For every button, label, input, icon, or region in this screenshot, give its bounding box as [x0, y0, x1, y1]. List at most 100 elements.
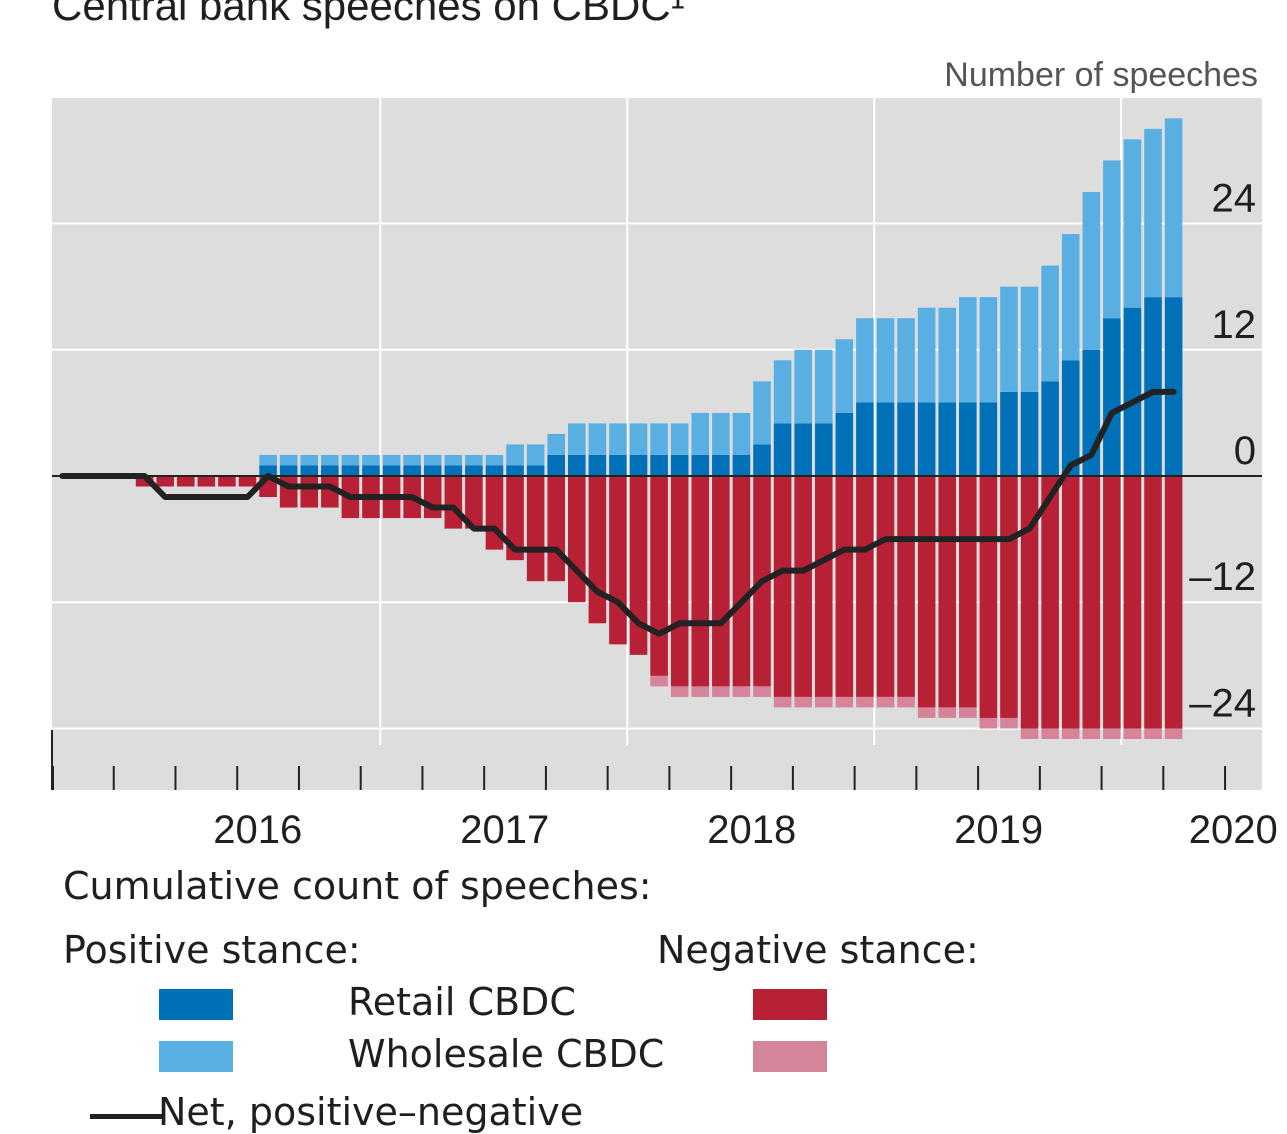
bar-retail-positive [897, 402, 915, 476]
bar-retail-negative [814, 476, 833, 697]
bar-wholesale-positive [1103, 160, 1121, 319]
bar-wholesale-negative [1000, 717, 1018, 729]
bar-retail-negative [156, 476, 174, 487]
y-tick-label: 12 [1212, 303, 1257, 347]
bar-retail-positive [506, 465, 524, 476]
bar-retail-negative [609, 476, 627, 645]
x-tick-label-2017: 2017 [460, 808, 549, 852]
bar-retail-negative [526, 476, 545, 582]
x-tick-label-2018: 2018 [707, 808, 796, 852]
bar-wholesale-positive [938, 307, 957, 403]
bar-wholesale-negative [1082, 728, 1101, 739]
x-axis: 2016 2017 2018 2019 2020 [51, 730, 1278, 852]
bar-retail-positive [876, 402, 895, 476]
bar-retail-negative [650, 476, 668, 676]
bar-retail-positive [835, 412, 854, 476]
legend-label-net: Net, positive–negative [158, 1090, 584, 1134]
bar-retail-positive [547, 454, 565, 476]
bar-retail-positive [712, 454, 730, 476]
bar-retail-negative [794, 476, 812, 697]
bar-retail-negative [444, 476, 463, 529]
bar-wholesale-negative [979, 717, 998, 729]
bar-wholesale-negative [917, 707, 936, 718]
bar-wholesale-positive [1041, 265, 1059, 382]
bar-wholesale-positive [259, 454, 277, 466]
bar-retail-negative [218, 476, 236, 487]
bar-retail-negative [197, 476, 216, 487]
net-line [59, 388, 1177, 637]
bar-retail-negative [691, 476, 710, 687]
bar-wholesale-positive [794, 349, 812, 424]
bar-retail-positive [917, 402, 936, 476]
bar-retail-negative [588, 476, 607, 624]
bar-wholesale-positive [444, 454, 463, 466]
bar-wholesale-positive [712, 412, 730, 455]
bar-wholesale-positive [1020, 286, 1039, 392]
bar-wholesale-negative [1164, 728, 1183, 739]
bar-retail-positive [609, 454, 627, 476]
legend-label-retail: Retail CBDC [348, 980, 576, 1024]
bar-wholesale-positive [1061, 234, 1080, 361]
bar-retail-negative [835, 476, 854, 697]
bar-retail-positive [382, 465, 401, 476]
bar-wholesale-negative [814, 696, 833, 708]
bar-retail-positive [300, 465, 319, 476]
bar-wholesale-positive [876, 318, 895, 403]
bar-wholesale-negative [1041, 728, 1059, 739]
bar-wholesale-positive [321, 454, 339, 466]
bar-retail-positive [794, 423, 812, 476]
legend: Cumulative count of speeches: Positive s… [0, 860, 1287, 1134]
bar-wholesale-positive [465, 454, 483, 466]
bar-retail-positive [979, 402, 998, 476]
bar-wholesale-positive [1164, 118, 1183, 298]
bar-retail-negative [1020, 476, 1039, 729]
bar-wholesale-positive [917, 307, 936, 403]
bar-retail-negative [773, 476, 792, 697]
bar-retail-positive [465, 465, 483, 476]
bar-retail-negative [897, 476, 915, 697]
bar-retail-negative [1103, 476, 1121, 729]
bar-wholesale-positive [753, 381, 771, 445]
bar-retail-positive [856, 402, 874, 476]
bar-wholesale-negative [712, 686, 730, 697]
bar-wholesale-positive [526, 444, 545, 466]
bar-retail-positive [691, 454, 710, 476]
bar-wholesale-positive [979, 297, 998, 403]
bar-retail-positive [444, 465, 463, 476]
bar-retail-positive [773, 423, 792, 476]
bar-retail-positive [341, 465, 360, 476]
bar-retail-negative [1123, 476, 1142, 729]
bar-retail-positive [568, 454, 586, 476]
bar-retail-positive [279, 465, 298, 476]
y-tick-label: –12 [1189, 555, 1256, 599]
bar-wholesale-positive [897, 318, 915, 403]
bar-retail-positive [1061, 360, 1080, 476]
x-tick-label-2020: 2020 [1189, 808, 1278, 852]
bar-retail-positive [321, 465, 339, 476]
bar-retail-positive [753, 444, 771, 476]
bar-retail-negative [959, 476, 977, 708]
bar-wholesale-positive [629, 423, 648, 455]
bar-wholesale-positive [382, 454, 401, 466]
bar-retail-negative [423, 476, 442, 519]
bar-wholesale-positive [1144, 128, 1162, 298]
bar-retail-positive [1164, 297, 1183, 476]
bar-wholesale-positive [1082, 191, 1101, 350]
bar-wholesale-negative [959, 707, 977, 718]
bar-wholesale-positive [341, 454, 360, 466]
y-tick-label: 0 [1234, 429, 1256, 473]
bar-wholesale-positive [835, 339, 854, 413]
bar-retail-negative [300, 476, 319, 508]
net-line-layer [59, 388, 1177, 637]
bar-retail-positive [1103, 318, 1121, 476]
bar-retail-negative [979, 476, 998, 718]
bar-wholesale-negative [753, 686, 771, 697]
bar-wholesale-positive [568, 423, 586, 455]
legend-swatch-retail-negative [753, 989, 827, 1020]
bar-wholesale-negative [835, 696, 854, 708]
bar-retail-negative [465, 476, 483, 529]
legend-positive-heading: Positive stance: [63, 928, 361, 972]
bar-retail-negative [568, 476, 586, 603]
bar-wholesale-positive [691, 412, 710, 455]
bar-wholesale-negative [650, 675, 668, 687]
